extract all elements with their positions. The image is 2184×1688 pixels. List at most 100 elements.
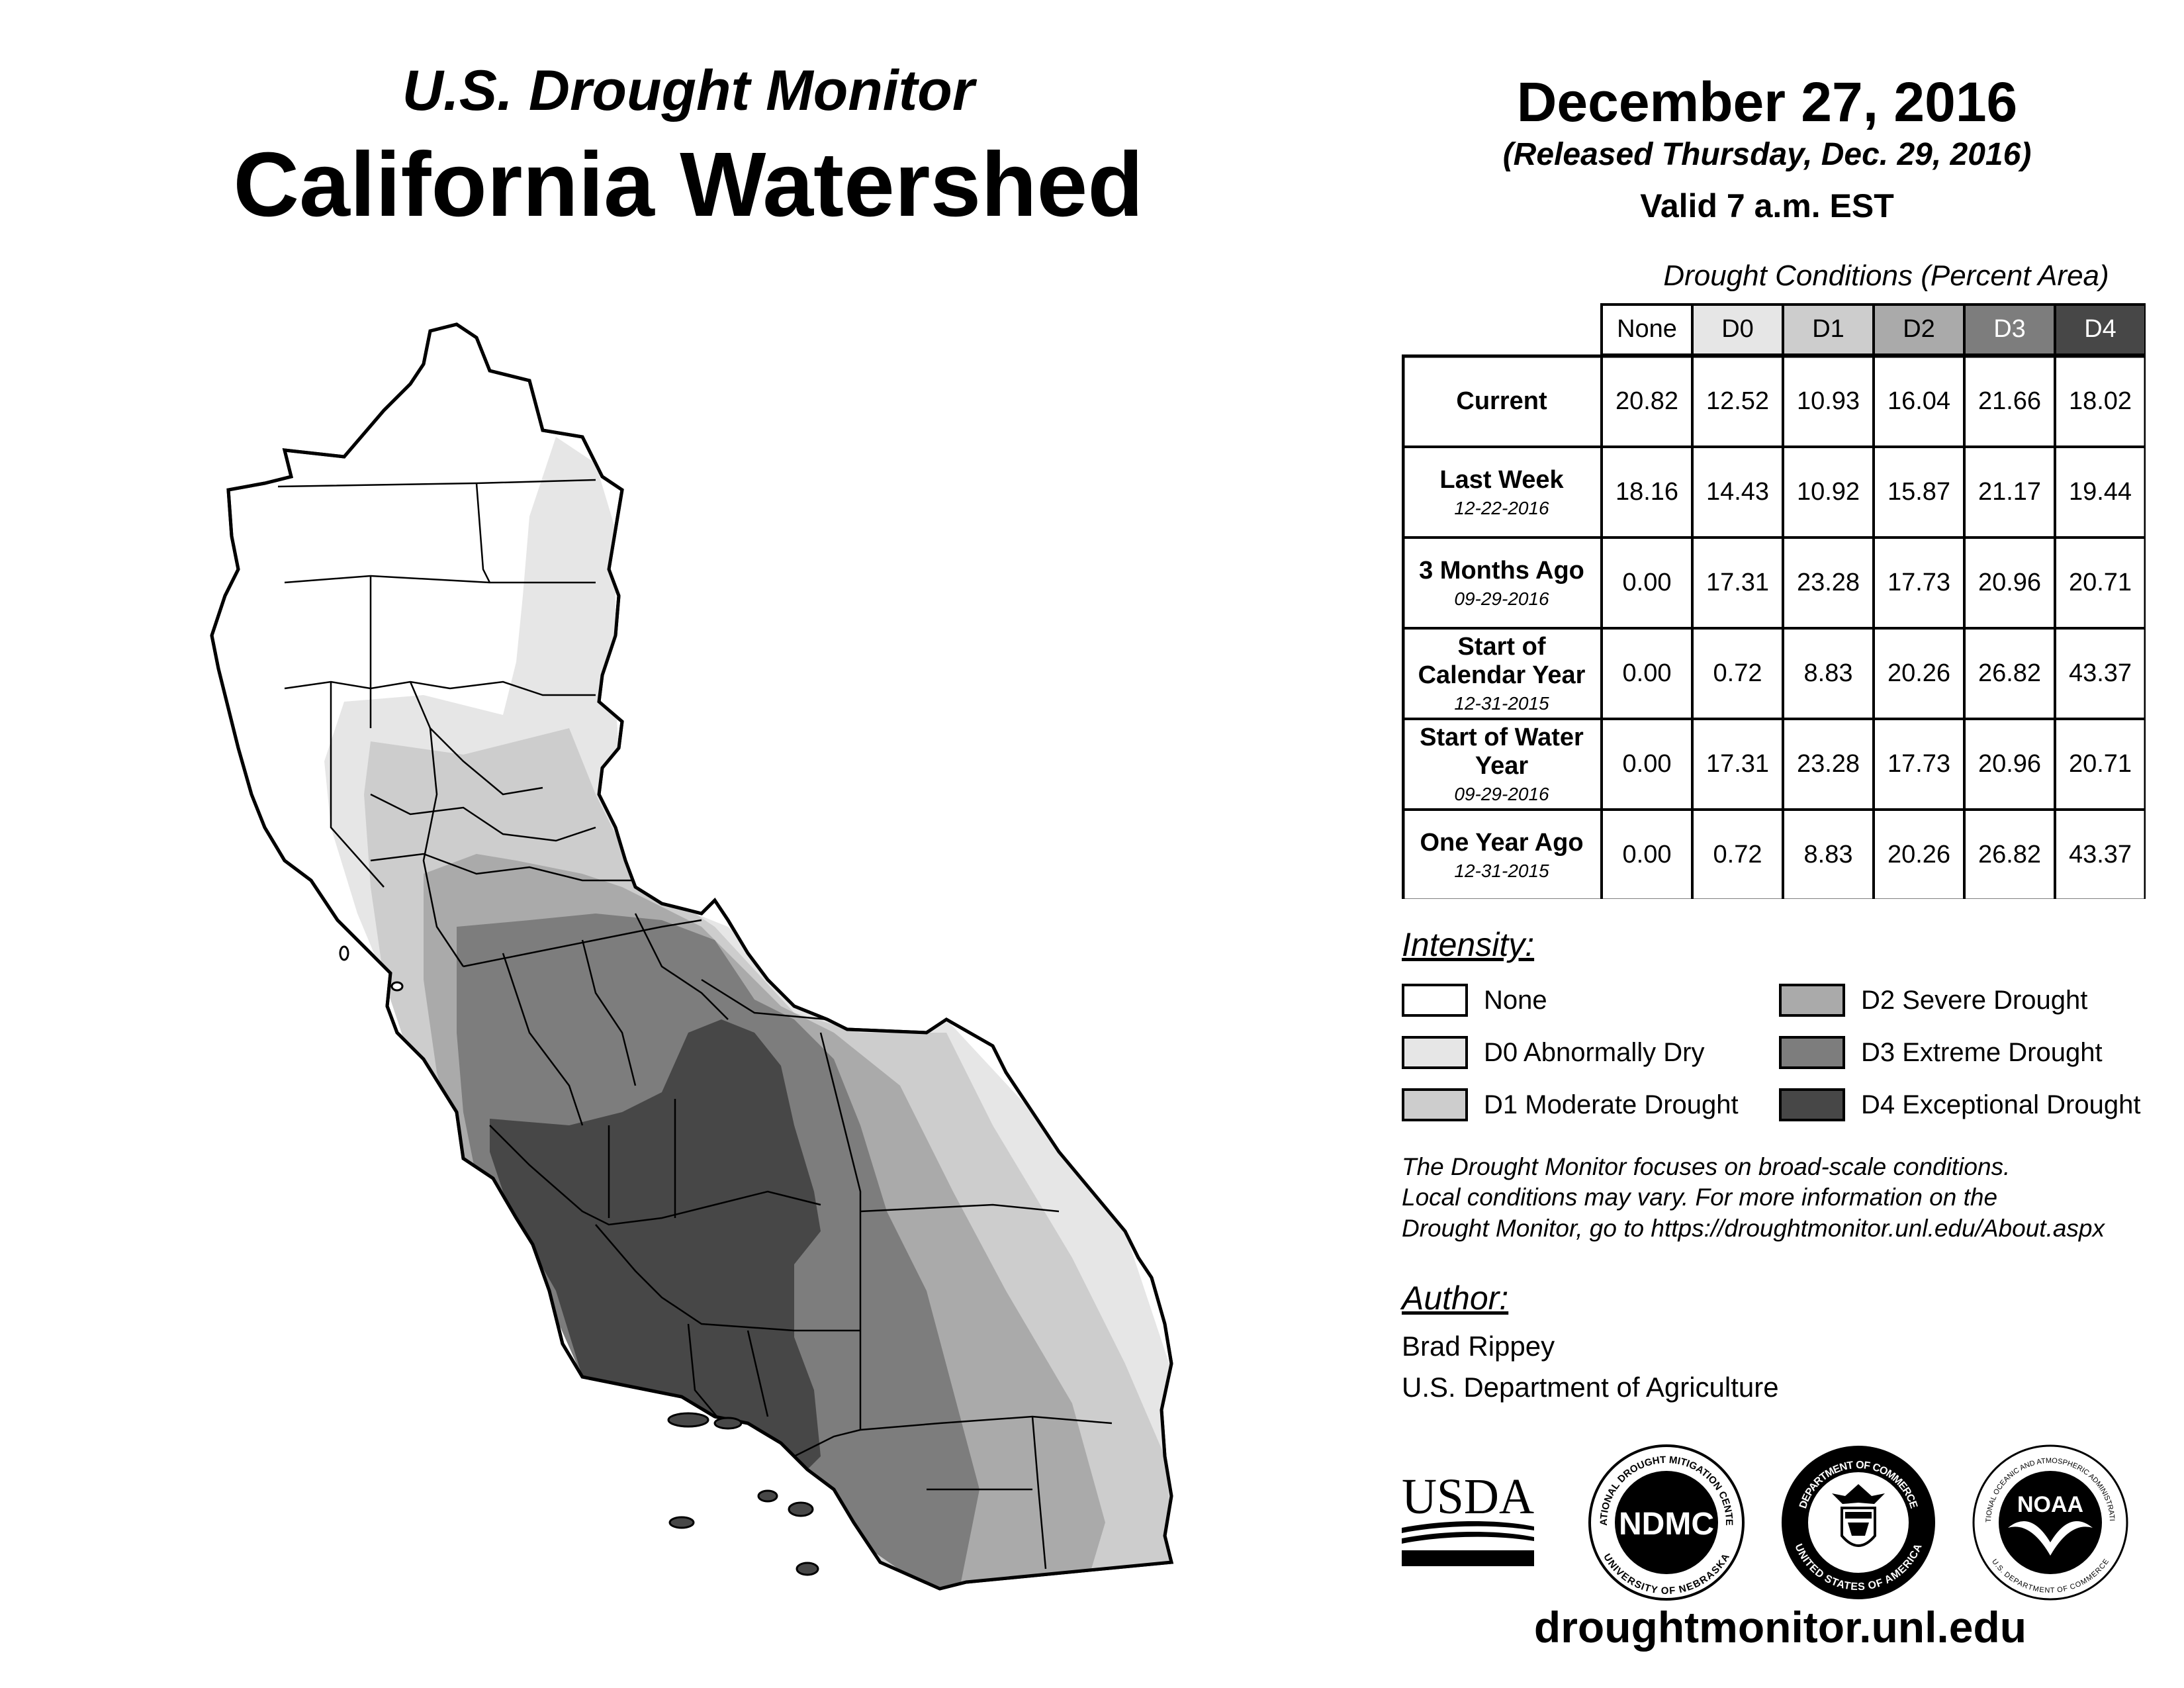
legend-swatch — [1402, 1036, 1468, 1069]
row-label-text: Start of Calendar Year — [1418, 633, 1586, 689]
noaa-logo: NATIONAL OCEANIC AND ATMOSPHERIC ADMINIS… — [1971, 1443, 2128, 1601]
column-header: D4 — [2084, 314, 2116, 343]
table-cell: 17.31 — [1706, 569, 1770, 596]
table-cell: 20.96 — [1978, 569, 2042, 596]
note-line[interactable]: Drought Monitor, go to https://droughtmo… — [1402, 1214, 2105, 1242]
table-cell: 8.83 — [1803, 659, 1853, 687]
table-cell: 18.02 — [2068, 387, 2132, 415]
table-grid — [1402, 303, 2146, 899]
noaa-logo-text: NOAA — [2017, 1492, 2083, 1517]
table-cell: 0.72 — [1713, 659, 1762, 687]
table-cell: 17.73 — [1887, 750, 1951, 778]
column-header: None — [1617, 314, 1677, 343]
disclaimer-note: The Drought Monitor focuses on broad-sca… — [1402, 1152, 2183, 1244]
row-label-date: 09-29-2016 — [1454, 784, 1549, 805]
commerce-seal: DEPARTMENT OF COMMERCE UNITED STATES OF … — [1782, 1446, 1935, 1599]
table-cell: 20.82 — [1615, 387, 1679, 415]
header-cell-bg — [1963, 303, 2056, 356]
legend-item-d1: D1 Moderate Drought — [1402, 1088, 1739, 1121]
note-line: Local conditions may vary. For more info… — [1402, 1184, 1998, 1211]
column-header: D2 — [1903, 314, 1935, 343]
drought-map — [210, 322, 1174, 1591]
valid-time: Valid 7 a.m. EST — [1640, 187, 1894, 224]
table-cell: 15.87 — [1887, 478, 1951, 506]
author-title: Author: — [1402, 1280, 1509, 1317]
legend-item-none: None — [1402, 984, 1547, 1017]
ndmc-logo: NATIONAL DROUGHT MITIGATION CENTER UNIVE… — [1587, 1443, 1745, 1601]
table-cell: 18.16 — [1615, 478, 1679, 506]
legend-swatch — [1779, 1036, 1845, 1069]
map-title: California Watershed — [233, 134, 1144, 236]
row-label-text: Start of Water Year — [1420, 724, 1584, 780]
table-cell: 43.37 — [2068, 659, 2132, 687]
table-cell: 23.28 — [1796, 569, 1860, 596]
row-label-text: One Year Ago — [1420, 828, 1584, 857]
table-cell: 14.43 — [1706, 478, 1770, 506]
table-title: Drought Conditions (Percent Area) — [1663, 259, 2109, 292]
legend-item-d0: D0 Abnormally Dry — [1402, 1036, 1704, 1069]
table-cell: 19.44 — [2068, 478, 2132, 506]
table-cell: 20.71 — [2068, 750, 2132, 778]
table-cell: 17.31 — [1706, 750, 1770, 778]
website-url[interactable]: droughtmonitor.unl.edu — [1533, 1603, 2027, 1652]
usda-logo-text: USDA — [1402, 1470, 1534, 1524]
note-line: The Drought Monitor focuses on broad-sca… — [1402, 1153, 2011, 1180]
conditions-table: None D0 D1 D2 D3 D4 Current 20.82 12.52 10.93 16.0… — [1402, 303, 2146, 899]
legend-swatch — [1402, 1088, 1468, 1121]
table-cell: 0.72 — [1713, 841, 1762, 868]
table-cell: 8.83 — [1803, 841, 1853, 868]
table-cell: 12.52 — [1706, 387, 1770, 415]
map-subtitle: U.S. Drought Monitor — [402, 59, 975, 122]
row-label-date: 12-31-2015 — [1454, 693, 1549, 714]
table-cell: 10.92 — [1796, 478, 1860, 506]
state-border — [210, 322, 1174, 1591]
column-header: D1 — [1812, 314, 1844, 343]
table-cell: 0.00 — [1622, 659, 1672, 687]
table-cell: 16.04 — [1887, 387, 1951, 415]
author-name: Brad Rippey — [1402, 1331, 1555, 1362]
eagle-icon — [1832, 1484, 1885, 1504]
legend-swatch — [1779, 1088, 1845, 1121]
legend-item-d2: D2 Severe Drought — [1779, 984, 2087, 1017]
table-cell: 17.73 — [1887, 569, 1951, 596]
row-label-text: Current — [1456, 387, 1547, 416]
table-cell: 10.93 — [1796, 387, 1860, 415]
author-org: U.S. Department of Agriculture — [1402, 1372, 1779, 1403]
legend-label: D0 Abnormally Dry — [1484, 1037, 1705, 1067]
d4-zone — [490, 1019, 821, 1483]
table-cell: 21.66 — [1978, 387, 2042, 415]
table-cell: 0.00 — [1622, 841, 1672, 868]
table-cell: 20.96 — [1978, 750, 2042, 778]
release-date: (Released Thursday, Dec. 29, 2016) — [1502, 137, 2032, 172]
channel-islands — [667, 1412, 819, 1576]
table-cell: 0.00 — [1622, 569, 1672, 596]
legend-swatch — [1402, 984, 1468, 1017]
legend-label: D1 Moderate Drought — [1484, 1090, 1739, 1119]
table-cell: 43.37 — [2068, 841, 2132, 868]
column-header: D3 — [1993, 314, 2026, 343]
table-cell: 26.82 — [1978, 659, 2042, 687]
row-label: Last Week 12-22-2016 — [1402, 447, 1602, 538]
table-cell: 20.71 — [2068, 569, 2132, 596]
legend-label: D4 Exceptional Drought — [1861, 1090, 2141, 1119]
column-header: D0 — [1721, 314, 1754, 343]
watershed-boundaries — [277, 479, 1113, 1570]
row-label-text: Last Week — [1439, 465, 1564, 494]
table-cell: 23.28 — [1796, 750, 1860, 778]
table-cell: 26.82 — [1978, 841, 2042, 868]
row-label: One Year Ago 12-31-2015 — [1402, 810, 1602, 900]
legend-label: None — [1484, 985, 1547, 1015]
legend-item-d3: D3 Extreme Drought — [1779, 1036, 2103, 1069]
legend-swatch — [1779, 984, 1845, 1017]
usda-logo: USDA — [1402, 1470, 1534, 1566]
row-label-date: 12-22-2016 — [1454, 498, 1549, 519]
row-label: Start of Calendar Year 12-31-2015 — [1402, 628, 1602, 719]
row-label-date: 12-31-2015 — [1454, 861, 1549, 882]
row-label-text: 3 Months Ago — [1419, 556, 1584, 585]
bay-islands — [339, 945, 404, 992]
legend-title: Intensity: — [1402, 926, 1535, 963]
bird-icon — [2008, 1521, 2093, 1556]
legend-label: D2 Severe Drought — [1861, 985, 2088, 1015]
table-cell: 20.26 — [1887, 841, 1951, 868]
header-cell-bg — [2054, 303, 2146, 356]
